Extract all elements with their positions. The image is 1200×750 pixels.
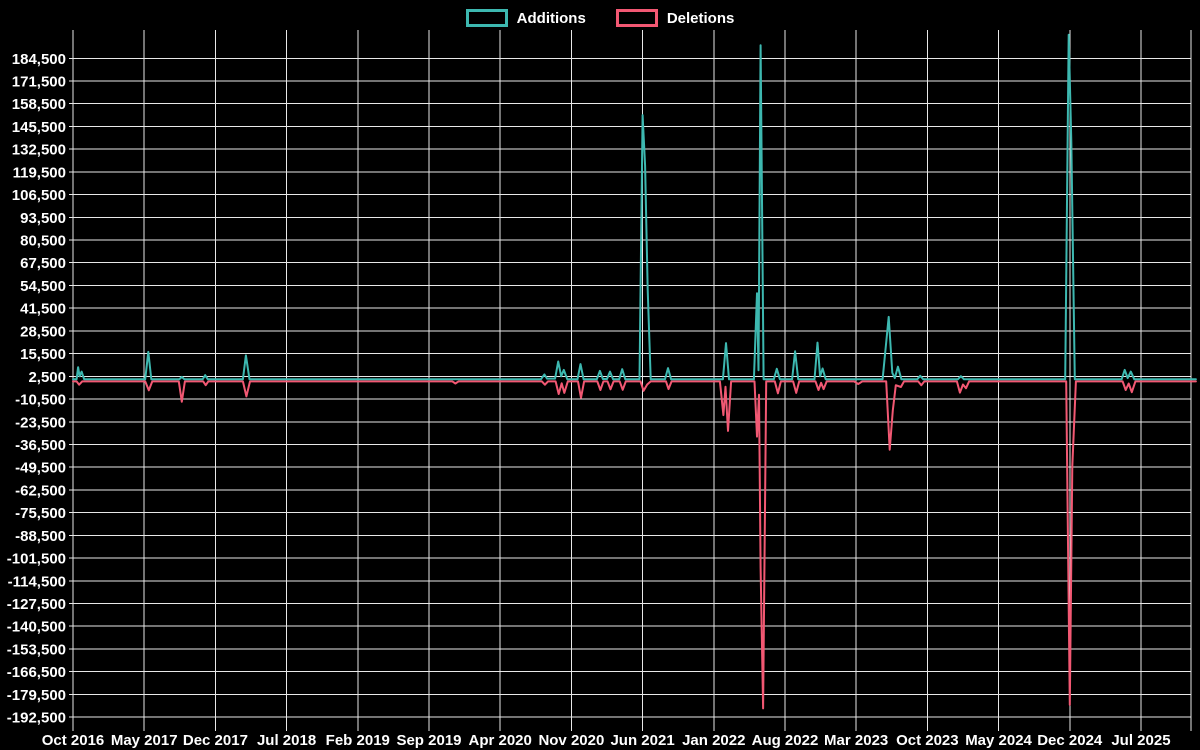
y-axis-tick-label: -49,500: [15, 460, 66, 477]
additions-series-line: [72, 33, 1197, 381]
y-axis-tick-label: -36,500: [15, 437, 66, 454]
y-axis-tick-label: 132,500: [12, 142, 66, 159]
x-axis-tick-label: Mar 2023: [824, 732, 888, 749]
y-axis-tick-label: 67,500: [20, 255, 66, 272]
y-axis-tick-label: 28,500: [20, 323, 66, 340]
additions-swatch-icon: [465, 9, 508, 27]
x-axis-tick-label: Oct 2023: [896, 732, 959, 749]
x-axis-tick-label: Sep 2019: [396, 732, 461, 749]
y-axis-tick-label: -166,500: [7, 664, 66, 681]
x-axis-tick-label: Jun 2021: [610, 732, 674, 749]
y-axis-tick-label: -88,500: [15, 528, 66, 545]
x-axis-tick-label: Dec 2017: [183, 732, 248, 749]
legend-item-additions[interactable]: Additions: [465, 9, 586, 27]
y-axis-tick-label: 106,500: [12, 187, 66, 204]
legend-label-additions: Additions: [516, 9, 586, 27]
y-axis-tick-label: -114,500: [8, 573, 66, 590]
y-axis-tick-label: -101,500: [7, 551, 66, 568]
y-axis-tick-label: 171,500: [12, 74, 66, 91]
y-axis-tick-label: 2,500: [28, 369, 66, 386]
x-axis-tick-label: Feb 2019: [326, 732, 390, 749]
y-axis-tick-label: 158,500: [12, 96, 66, 113]
y-axis-tick-label: -140,500: [7, 619, 66, 636]
y-axis-tick-label: 15,500: [20, 346, 66, 363]
y-axis-tick-label: -153,500: [7, 641, 66, 658]
y-axis-tick-label: -75,500: [15, 505, 66, 522]
x-axis-tick-label: Jul 2025: [1111, 732, 1170, 749]
y-axis-tick-label: 93,500: [20, 210, 66, 227]
y-axis-tick-label: -23,500: [15, 414, 66, 431]
x-axis-tick-label: Aug 2022: [752, 732, 819, 749]
chart-legend: Additions Deletions: [0, 7, 1200, 29]
y-axis-tick-label: -127,500: [7, 596, 66, 613]
legend-item-deletions[interactable]: Deletions: [615, 9, 735, 27]
x-axis-tick-label: May 2024: [965, 732, 1032, 749]
y-axis-tick-label: 184,500: [12, 51, 66, 68]
x-axis-tick-label: May 2017: [111, 732, 178, 749]
y-axis-tick-label: 145,500: [12, 119, 66, 136]
deletions-series-line: [72, 380, 1197, 710]
x-axis-tick-label: Apr 2020: [468, 732, 531, 749]
y-axis-tick-label: 41,500: [20, 301, 66, 318]
x-axis-tick-label: Jan 2022: [682, 732, 745, 749]
x-axis-tick-label: Jul 2018: [257, 732, 316, 749]
y-axis-tick-label: 80,500: [20, 233, 66, 250]
x-axis-tick-label: Dec 2024: [1037, 732, 1103, 749]
y-axis-tick-label: 54,500: [20, 278, 66, 295]
x-axis-tick-label: Oct 2016: [42, 732, 105, 749]
y-axis-tick-label: -192,500: [7, 710, 66, 727]
y-axis-tick-label: -62,500: [15, 482, 66, 499]
y-axis-tick-label: 119,500: [13, 164, 66, 181]
y-axis-tick-label: -179,500: [7, 687, 66, 704]
x-axis-tick-label: Nov 2020: [538, 732, 604, 749]
y-axis-tick-label: -10,500: [15, 392, 66, 409]
legend-label-deletions: Deletions: [666, 9, 735, 27]
deletions-swatch-icon: [615, 9, 658, 27]
